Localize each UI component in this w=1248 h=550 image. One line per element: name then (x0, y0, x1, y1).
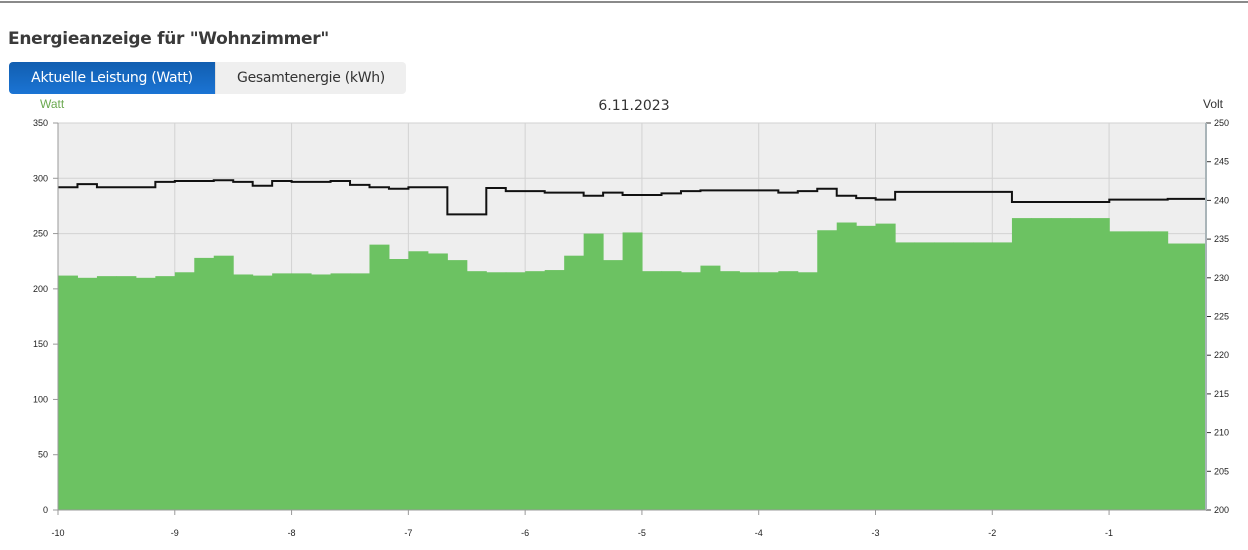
power-bar (1089, 218, 1110, 510)
power-bar (233, 274, 254, 510)
y-tick-label-right: 210 (1214, 428, 1229, 438)
power-bar (213, 255, 234, 510)
power-bar (719, 271, 740, 510)
power-bar (388, 259, 409, 510)
power-bar (1167, 243, 1188, 510)
y-tick-label-right: 200 (1214, 505, 1229, 515)
power-bar (583, 233, 604, 511)
power-bar (135, 277, 156, 510)
x-tick-label: -6 (521, 528, 529, 538)
y-tick-label-right: 215 (1214, 389, 1229, 399)
power-bar (330, 273, 351, 510)
power-bar (77, 277, 98, 510)
power-bar (661, 271, 682, 510)
power-bar (116, 276, 137, 510)
y-tick-label-right: 235 (1214, 234, 1229, 244)
y-tick-label-right: 245 (1214, 157, 1229, 167)
y-tick-label-right: 250 (1214, 118, 1229, 128)
power-bar (1187, 243, 1207, 510)
power-bar (642, 271, 663, 510)
power-bar (1011, 218, 1032, 510)
power-bar (369, 244, 390, 510)
power-bar (895, 242, 916, 510)
top-divider (0, 1, 1248, 3)
power-bar (58, 275, 78, 510)
power-bar (603, 260, 624, 510)
x-tick-label: -5 (638, 528, 646, 538)
view-tabs: Aktuelle Leistung (Watt) Gesamtenergie (… (9, 62, 406, 94)
power-bar (564, 255, 585, 510)
y-tick-label-left: 300 (33, 173, 48, 183)
power-bar (174, 272, 195, 510)
power-bar (194, 257, 215, 510)
y-tick-label-right: 220 (1214, 350, 1229, 360)
x-tick-label: -4 (755, 528, 763, 538)
power-bar (350, 273, 370, 510)
y-tick-label-left: 150 (33, 339, 48, 349)
x-tick-label: -1 (1105, 528, 1113, 538)
y-tick-label-left: 200 (33, 284, 48, 294)
power-bar (1031, 218, 1052, 510)
x-tick-label: -3 (871, 528, 879, 538)
y-tick-label-right: 225 (1214, 312, 1229, 322)
power-bar (1128, 231, 1149, 511)
power-bar (817, 230, 838, 511)
power-bar (778, 271, 799, 510)
power-bar (953, 242, 974, 510)
x-tick-label: -9 (171, 528, 179, 538)
left-axis-label: Watt (40, 97, 65, 111)
y-tick-label-left: 350 (33, 118, 48, 128)
y-tick-label-right: 230 (1214, 273, 1229, 283)
page-title: Energieanzeige für "Wohnzimmer" (8, 29, 329, 49)
power-bar (914, 242, 935, 510)
chart-title: 6.11.2023 (598, 98, 669, 114)
y-tick-label-left: 100 (33, 394, 48, 404)
tab-current-power[interactable]: Aktuelle Leistung (Watt) (9, 62, 215, 94)
x-tick-label: -7 (404, 528, 412, 538)
power-bar (1109, 231, 1130, 511)
power-bar (973, 242, 993, 510)
power-bar (505, 272, 526, 510)
power-bar (1148, 231, 1169, 511)
power-bar (739, 272, 760, 510)
power-bar (155, 276, 176, 510)
power-bar (622, 232, 643, 511)
y-tick-label-right: 205 (1214, 466, 1229, 476)
right-axis-label: Volt (1203, 97, 1224, 111)
power-bar (1070, 218, 1091, 510)
power-bar (466, 271, 487, 510)
power-bar (758, 272, 779, 510)
power-bar (252, 275, 273, 510)
x-tick-label: -2 (988, 528, 996, 538)
power-bar (680, 272, 701, 510)
power-bar (856, 225, 877, 510)
power-bar (797, 272, 818, 510)
power-bar (486, 272, 507, 510)
power-bar (836, 222, 857, 510)
power-bar (875, 223, 896, 510)
power-bar (447, 260, 468, 510)
power-bar (525, 271, 546, 510)
power-bar (934, 242, 955, 510)
power-bar (427, 253, 448, 510)
y-tick-label-left: 50 (38, 450, 48, 460)
power-bar (291, 273, 312, 510)
x-tick-label: -10 (51, 528, 64, 538)
y-tick-label-left: 0 (43, 505, 48, 515)
x-tick-label: -8 (288, 528, 296, 538)
power-bar (544, 270, 565, 510)
y-tick-label-right: 240 (1214, 195, 1229, 205)
power-bar (700, 265, 721, 510)
power-bar (1050, 218, 1071, 510)
power-bar (311, 274, 332, 510)
voltage-line (58, 179, 1206, 216)
y-tick-label-left: 250 (33, 229, 48, 239)
power-bar (272, 273, 293, 510)
tab-total-energy[interactable]: Gesamtenergie (kWh) (215, 62, 406, 94)
power-bar (408, 251, 429, 510)
power-bar (992, 242, 1013, 510)
power-bar (96, 276, 117, 510)
